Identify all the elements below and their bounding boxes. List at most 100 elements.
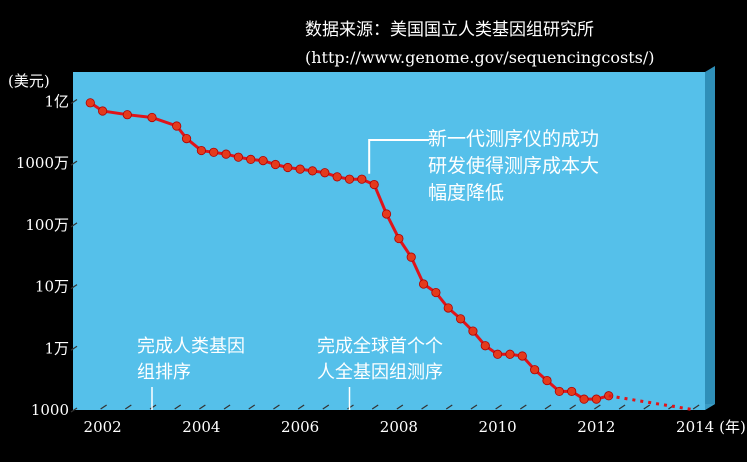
annotation-text: 新一代测序仪的成功 <box>428 128 599 150</box>
data-point <box>579 394 589 404</box>
x-minor-tick <box>421 404 428 410</box>
y-minor-tick <box>70 222 78 228</box>
annotation-text: 研发使得测序成本大 <box>428 155 599 177</box>
y-minor-tick <box>70 284 78 290</box>
x-tick-label: 2008 <box>380 418 418 436</box>
annotation-text: 完成人类基因 <box>137 336 245 357</box>
y-minor-tick <box>70 345 78 351</box>
plot-side-face <box>705 66 715 410</box>
data-point <box>431 287 441 298</box>
x-minor-tick <box>544 404 552 410</box>
projection-line <box>608 394 696 412</box>
y-minor-tick <box>70 407 78 413</box>
x-minor-tick <box>100 404 107 410</box>
data-point <box>480 341 490 351</box>
data-point <box>295 164 305 174</box>
x-tick-label: 2002 <box>84 418 122 436</box>
x-tick-label: 2014 <box>676 418 714 436</box>
y-minor-tick <box>70 160 78 166</box>
x-minor-tick <box>124 404 132 410</box>
x-minor-tick <box>174 404 182 410</box>
data-point <box>196 145 206 156</box>
x-minor-tick <box>594 404 601 410</box>
x-minor-tick <box>519 404 527 410</box>
y-minor-tick <box>70 98 78 104</box>
data-point <box>98 106 108 116</box>
data-point <box>283 162 293 173</box>
x-minor-tick <box>445 404 453 410</box>
x-minor-tick <box>297 404 305 410</box>
annotation-text: 人全基因组测序 <box>317 362 443 383</box>
x-tick-label: 2012 <box>577 418 615 436</box>
x-tick-label: 2004 <box>182 418 220 436</box>
data-point <box>406 252 416 262</box>
data-point <box>85 98 95 108</box>
data-point <box>505 349 515 359</box>
x-tick-label: 2006 <box>281 418 319 436</box>
x-minor-tick <box>643 404 651 410</box>
data-point <box>270 159 281 170</box>
data-point <box>443 303 453 313</box>
x-minor-tick <box>569 404 577 410</box>
axis-ticks <box>70 98 700 413</box>
source-line-1: 数据来源：美国国立人类基因组研究所 <box>305 20 594 40</box>
annotation-text: 幅度降低 <box>428 182 504 204</box>
data-point <box>357 174 367 184</box>
data-point <box>320 168 330 178</box>
data-point <box>369 179 379 190</box>
y-axis-unit-label: (美元) <box>8 72 50 90</box>
data-point <box>567 386 577 397</box>
data-point <box>455 314 466 324</box>
source-line-2: (http://www.genome.gov/sequencingcosts/) <box>305 48 654 67</box>
x-minor-tick <box>273 404 280 410</box>
data-point <box>394 233 404 244</box>
data-point <box>307 166 318 176</box>
x-minor-tick <box>470 404 478 410</box>
x-minor-tick <box>149 404 157 410</box>
x-minor-tick <box>371 404 379 410</box>
x-minor-tick <box>618 404 626 410</box>
x-axis-unit-label: (年) <box>719 418 746 436</box>
x-minor-tick <box>223 404 231 410</box>
annotation-text: 组排序 <box>137 362 191 383</box>
x-minor-tick <box>248 404 256 410</box>
series-layer <box>85 98 696 412</box>
cost-line <box>89 101 610 401</box>
annotation-leader <box>368 139 430 174</box>
x-minor-tick <box>322 404 330 410</box>
axis-labels: 2002 2004 2006 2008 2010 2012 2014 1000 1万 10万 100… <box>8 72 746 436</box>
data-point <box>258 156 268 166</box>
x-minor-tick <box>199 404 206 410</box>
data-point <box>344 174 355 184</box>
y-tick-label: 1000万 <box>16 154 69 172</box>
y-tick-label: 100万 <box>25 216 69 234</box>
data-point <box>418 279 429 289</box>
data-point <box>468 326 478 336</box>
data-point <box>209 147 219 157</box>
data-point <box>381 209 392 219</box>
data-point <box>233 152 244 162</box>
data-point <box>554 386 564 397</box>
data-point <box>530 365 540 375</box>
y-tick-label: 1000 <box>31 401 69 419</box>
y-tick-label: 10万 <box>35 278 69 296</box>
data-point <box>221 149 231 159</box>
x-minor-tick <box>495 404 502 410</box>
data-point <box>122 110 132 120</box>
y-tick-label: 1亿 <box>44 92 69 110</box>
x-tick-label: 2010 <box>479 418 517 436</box>
data-point <box>172 121 182 131</box>
data-point <box>147 112 157 123</box>
y-tick-label: 1万 <box>44 339 69 357</box>
data-point <box>542 375 552 386</box>
data-point <box>332 172 342 182</box>
data-point <box>493 349 503 359</box>
x-minor-tick <box>396 404 404 410</box>
annotation-text: 完成全球首个个 <box>317 336 443 357</box>
data-point <box>246 154 256 165</box>
data-point <box>517 351 527 361</box>
data-point <box>591 394 601 404</box>
